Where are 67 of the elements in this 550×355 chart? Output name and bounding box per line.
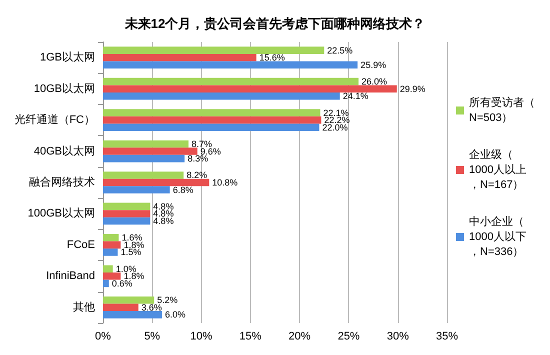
y-tick-label: 1GB以太网 [40, 50, 95, 64]
data-label: 4.8% [153, 208, 174, 219]
bar [103, 210, 150, 218]
data-label: 29.9% [400, 84, 426, 94]
y-tick-label: 融合网络技术 [29, 176, 95, 188]
bar [103, 78, 359, 86]
data-label: 1.5% [120, 247, 142, 258]
bar [103, 311, 162, 318]
y-tick-label: 40GB以太网 [34, 144, 95, 158]
data-label: 25.9% [360, 60, 386, 70]
bar [103, 202, 150, 210]
y-tick-label: FCoE [66, 238, 95, 251]
bar [103, 296, 154, 304]
data-label: 6.0% [164, 310, 186, 320]
legend-label: 所有受访者（N=503） [469, 96, 535, 124]
data-label: 22.5% [327, 45, 353, 56]
x-tick-label: 5% [144, 330, 160, 342]
bar [103, 272, 121, 280]
data-label: 9.6% [200, 146, 221, 156]
bar [103, 148, 198, 155]
bar [103, 172, 184, 179]
bar [103, 85, 397, 92]
bar [103, 248, 118, 256]
data-label: 1.0% [116, 264, 136, 274]
data-label: 10.8% [212, 178, 238, 188]
x-tick-label: 10% [190, 330, 213, 342]
bar [103, 124, 320, 131]
bar [103, 265, 113, 273]
bar [103, 217, 150, 225]
bar [103, 109, 320, 116]
x-tick-label: 30% [386, 330, 410, 342]
y-tick-label: 其他 [73, 300, 95, 314]
x-tick-label: 0% [95, 330, 112, 342]
data-label: 4.8% [153, 201, 174, 212]
bar [103, 116, 322, 124]
y-tick-label: 10GB以太网 [34, 82, 95, 95]
bar [103, 54, 256, 62]
data-label: 15.6% [259, 52, 285, 63]
x-tick-label: 15% [239, 330, 262, 342]
bar [103, 154, 185, 162]
data-label: 8.7% [192, 138, 212, 149]
y-tick-label: 光纤通道（FC） [14, 113, 95, 126]
legend-label: 企业级（1000人以上，N=167） [469, 148, 526, 191]
bar [103, 61, 358, 69]
bar [103, 241, 121, 249]
bar [103, 46, 324, 54]
data-label: 24.1% [342, 91, 368, 102]
bar [103, 280, 109, 288]
bar [103, 304, 138, 312]
x-tick-label: 20% [288, 330, 311, 342]
y-tick-label: 100GB以太网 [28, 206, 95, 220]
data-label: 26.0% [362, 76, 388, 87]
legend-label: 中小企业（1000人以下，N=336） [469, 215, 526, 258]
bar [103, 234, 119, 242]
data-label: 6.8% [172, 184, 194, 195]
chart-title: 未来12个月，贵公司会首先考虑下面哪种网络技术？ [124, 16, 426, 31]
bar [103, 92, 340, 100]
data-label: 4.8% [153, 216, 174, 226]
data-label: 8.3% [188, 154, 208, 164]
data-label: 8.2% [186, 170, 208, 180]
data-label: 22.1% [323, 108, 349, 118]
bar [103, 186, 170, 194]
x-tick-label: 25% [338, 330, 360, 342]
x-tick-label: 35% [436, 330, 458, 342]
bar [103, 178, 210, 186]
y-tick-label: InfiniBand [46, 270, 95, 282]
bar [103, 140, 189, 148]
